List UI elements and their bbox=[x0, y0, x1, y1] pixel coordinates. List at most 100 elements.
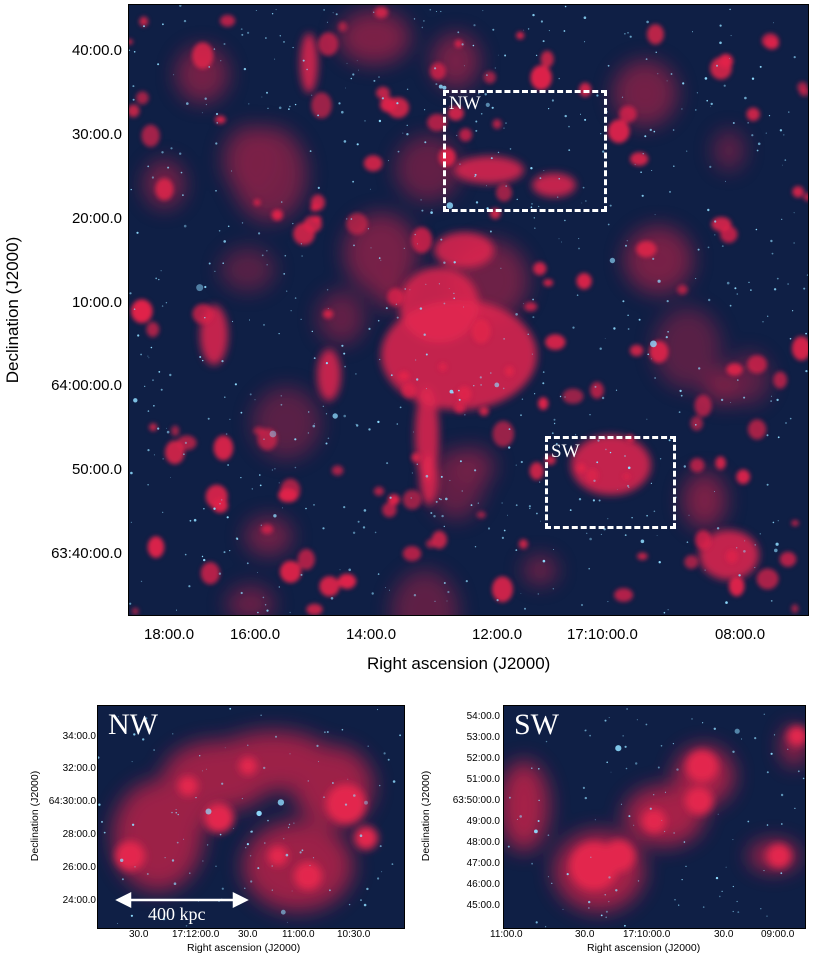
main-y-tick: 20:00.0 bbox=[71, 210, 122, 227]
star-point bbox=[649, 807, 652, 810]
star-point bbox=[140, 353, 142, 356]
radio-source bbox=[690, 416, 703, 431]
star-point bbox=[516, 818, 518, 820]
star-point bbox=[771, 252, 774, 255]
star-point bbox=[148, 357, 150, 359]
star-point bbox=[553, 418, 556, 421]
star-point bbox=[341, 344, 344, 347]
star-point bbox=[318, 761, 319, 763]
star-point bbox=[627, 484, 629, 487]
star-point bbox=[263, 766, 266, 770]
nw-y-tick: 28:00.0 bbox=[62, 829, 96, 840]
star-point bbox=[491, 106, 494, 109]
star-point bbox=[615, 389, 618, 391]
star-point bbox=[504, 54, 507, 57]
star-point bbox=[293, 822, 295, 824]
star-point bbox=[453, 297, 456, 300]
star-point bbox=[635, 762, 638, 765]
radio-source bbox=[791, 520, 799, 527]
star-point bbox=[473, 24, 476, 27]
star-point bbox=[220, 60, 222, 62]
star-point bbox=[240, 411, 243, 414]
star-point bbox=[486, 74, 488, 76]
radio-source bbox=[155, 178, 174, 201]
star-point bbox=[714, 234, 716, 236]
star-point bbox=[707, 246, 710, 249]
star-point bbox=[151, 176, 154, 179]
radio-source bbox=[607, 119, 630, 144]
star-point bbox=[250, 830, 252, 833]
star-point bbox=[669, 190, 671, 193]
radio-source bbox=[792, 186, 804, 198]
star-point bbox=[379, 784, 381, 787]
star-point bbox=[515, 504, 518, 507]
star-point bbox=[264, 842, 266, 844]
star-point bbox=[378, 76, 380, 78]
star-point bbox=[475, 201, 479, 204]
star-point bbox=[325, 362, 328, 365]
star-point bbox=[609, 257, 616, 264]
star-point bbox=[782, 164, 783, 166]
radio-source bbox=[703, 369, 742, 405]
star-point bbox=[189, 519, 192, 522]
star-point bbox=[744, 540, 746, 542]
star-point bbox=[249, 319, 250, 321]
star-point bbox=[543, 170, 545, 171]
star-point bbox=[527, 333, 529, 335]
star-point bbox=[578, 247, 580, 250]
star-point bbox=[129, 292, 132, 295]
star-point bbox=[461, 43, 464, 46]
star-point bbox=[738, 574, 741, 577]
star-point bbox=[572, 326, 575, 329]
star-point bbox=[266, 91, 268, 94]
star-point bbox=[780, 872, 783, 875]
main-y-axis-title: Declination (J2000) bbox=[3, 236, 22, 384]
star-point bbox=[668, 439, 671, 442]
star-point bbox=[528, 505, 531, 508]
halo-lobe bbox=[399, 267, 479, 343]
radio-source bbox=[636, 241, 657, 258]
sw-y-tick: 48:00.0 bbox=[466, 837, 500, 848]
star-point bbox=[98, 803, 101, 806]
radio-source bbox=[637, 552, 648, 560]
radio-source bbox=[761, 33, 779, 49]
main-x-axis-title: Right ascension (J2000) bbox=[367, 654, 551, 673]
star-point bbox=[363, 509, 367, 512]
star-point bbox=[218, 572, 222, 575]
radio-source bbox=[149, 423, 158, 432]
star-point bbox=[507, 845, 510, 848]
star-point bbox=[457, 31, 460, 34]
star-point bbox=[589, 537, 592, 541]
star-point bbox=[558, 238, 560, 240]
star-point bbox=[286, 921, 288, 923]
star-point bbox=[313, 504, 315, 506]
star-point bbox=[377, 877, 380, 880]
star-point bbox=[509, 148, 512, 150]
star-point bbox=[763, 713, 765, 715]
star-point bbox=[377, 420, 380, 424]
radio-source bbox=[131, 607, 139, 615]
star-point bbox=[430, 512, 433, 514]
radio-source bbox=[354, 826, 378, 850]
star-point bbox=[624, 534, 627, 536]
star-point bbox=[584, 41, 586, 43]
radio-source bbox=[677, 284, 688, 295]
radio-source bbox=[454, 39, 463, 48]
star-point bbox=[325, 413, 328, 415]
radio-source bbox=[642, 809, 666, 833]
star-point bbox=[231, 320, 234, 323]
star-point bbox=[520, 593, 522, 594]
radio-source bbox=[338, 573, 357, 589]
star-point bbox=[605, 916, 607, 919]
star-point bbox=[604, 894, 606, 896]
radio-source bbox=[192, 42, 214, 69]
star-point bbox=[732, 122, 735, 124]
star-point bbox=[470, 504, 473, 506]
star-point bbox=[537, 820, 540, 822]
star-point bbox=[589, 414, 591, 416]
star-point bbox=[657, 766, 660, 769]
star-point bbox=[547, 834, 550, 836]
star-point bbox=[503, 338, 505, 340]
star-point bbox=[346, 62, 348, 64]
star-point bbox=[485, 102, 490, 107]
